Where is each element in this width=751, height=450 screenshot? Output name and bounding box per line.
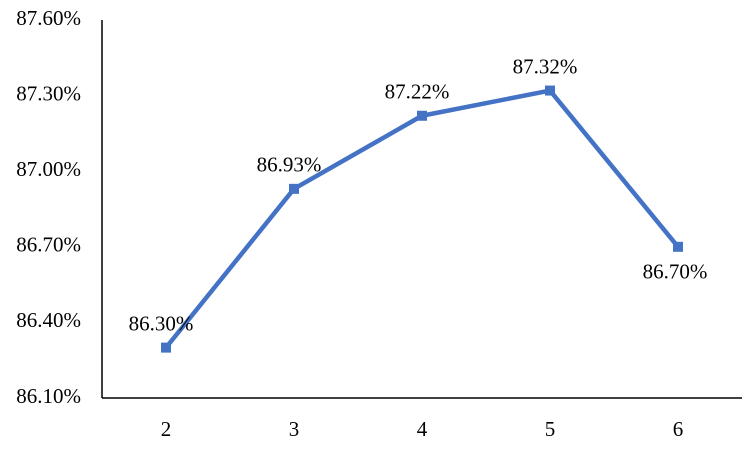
- x-tick-label: 4: [417, 417, 428, 441]
- series-line: [164, 88, 680, 350]
- x-tick-label: 3: [289, 417, 300, 441]
- data-label: 86.70%: [643, 260, 708, 284]
- y-tick-label: 87.00%: [16, 157, 81, 181]
- marker: [417, 110, 427, 121]
- y-tick-label: 86.70%: [16, 233, 81, 257]
- x-tick-label: 2: [161, 417, 172, 441]
- data-label: 86.93%: [257, 153, 322, 177]
- y-tick-label: 87.60%: [16, 6, 81, 30]
- marker: [161, 342, 171, 353]
- y-tick-label: 86.40%: [16, 308, 81, 332]
- data-label: 87.32%: [513, 54, 578, 78]
- marker: [545, 85, 555, 96]
- marker: [673, 241, 683, 252]
- x-tick-label: 6: [673, 417, 684, 441]
- data-label: 87.22%: [385, 80, 450, 104]
- x-tick-label: 5: [545, 417, 556, 441]
- y-tick-label: 87.30%: [16, 81, 81, 105]
- marker: [289, 183, 299, 194]
- data-label: 86.30%: [129, 311, 194, 335]
- y-tick-label: 86.10%: [16, 384, 81, 408]
